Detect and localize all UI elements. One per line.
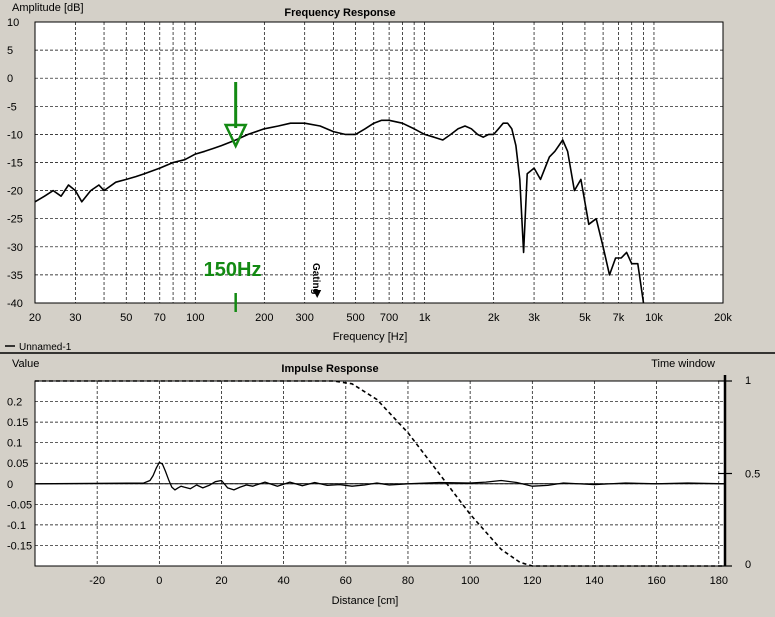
fr-x-tick-label: 20k — [714, 312, 732, 324]
fr-x-tick-label: 70 — [154, 312, 166, 324]
ir-y-tick-label: -0.05 — [7, 499, 32, 511]
frequency-response-chart: 20 30 50 70 100 200 300 500 700 1k 2k 3k 5k 7k 10k 20k … — [5, 2, 732, 353]
ir-y-tick-label: 0 — [7, 479, 13, 491]
gating-marker-icon — [313, 290, 322, 298]
ir-y2-tick-label: 1 — [745, 375, 751, 387]
fr-y-tick-label: -25 — [7, 214, 23, 226]
ir-y-tick-label: 0.2 — [7, 397, 22, 409]
ir-x-tick-label: 120 — [523, 575, 541, 587]
ir-x-tick-label: -20 — [89, 575, 105, 587]
fr-y-tick-label: -35 — [7, 270, 23, 282]
ir-plot-area — [35, 381, 725, 566]
fr-x-tick-label: 1k — [419, 312, 431, 324]
fr-y-axis-label: Amplitude [dB] — [12, 2, 84, 14]
legend-label: Unnamed-1 — [19, 342, 72, 353]
fr-x-axis-label: Frequency [Hz] — [333, 331, 408, 343]
ir-y-tick-label: 0.15 — [7, 417, 28, 429]
fr-x-tick-label: 30 — [69, 312, 81, 324]
fr-x-tick-label: 2k — [488, 312, 500, 324]
ir-x-tick-label: 80 — [402, 575, 414, 587]
fr-x-tick-label: 500 — [346, 312, 364, 324]
ir-x-axis-label: Distance [cm] — [332, 595, 399, 607]
fr-y-tick-label: -30 — [7, 242, 23, 254]
fr-x-tick-label: 20 — [29, 312, 41, 324]
fr-plot-area — [35, 22, 723, 303]
ir-y2-tick-label: 0 — [745, 559, 751, 571]
ir-y2-axis-label: Time window — [651, 358, 715, 370]
ir-y-tick-label: -0.1 — [7, 520, 26, 532]
ir-y-tick-label: 0.1 — [7, 438, 22, 450]
fr-y-tick-label: -40 — [7, 298, 23, 310]
fr-x-tick-label: 7k — [613, 312, 625, 324]
ir-x-tick-label: 160 — [647, 575, 665, 587]
fr-x-tick-label: 200 — [255, 312, 273, 324]
ir-title: Impulse Response — [281, 363, 378, 375]
ir-x-tick-label: 140 — [585, 575, 603, 587]
fr-y-tick-label: -15 — [7, 158, 23, 170]
ir-impulse-line — [34, 461, 726, 491]
fr-series-line — [34, 119, 645, 304]
fr-x-tick-label: 700 — [380, 312, 398, 324]
fr-annotation-150hz: 150Hz — [204, 259, 262, 281]
ir-y-tick-labels: 0.2 0.15 0.1 0.05 0 -0.05 -0.1 -0.15 — [7, 397, 32, 553]
ir-y-tick-label: 0.05 — [7, 458, 28, 470]
fr-x-tick-label: 300 — [296, 312, 314, 324]
ir-gridlines — [35, 381, 725, 566]
ir-x-tick-labels: -20 0 20 40 60 80 100 120 140 160 180 — [89, 575, 728, 587]
ir-y-axis-label: Value — [12, 358, 39, 370]
fr-y-tick-label: 5 — [7, 45, 13, 57]
ir-x-tick-label: 20 — [215, 575, 227, 587]
fr-y-tick-labels: 10 5 0 -5 -10 -15 -20 -25 -30 -35 -40 — [7, 17, 23, 310]
ir-x-tick-label: 60 — [340, 575, 352, 587]
fr-title: Frequency Response — [284, 7, 395, 19]
fr-plot-border — [34, 21, 724, 304]
fr-x-tick-label: 3k — [528, 312, 540, 324]
ir-y2-tick-label: 0.5 — [745, 469, 760, 481]
fr-x-tick-labels: 20 30 50 70 100 200 300 500 700 1k 2k 3k 5k 7k 10k 20k — [29, 312, 732, 324]
ir-x-tick-label: 0 — [156, 575, 162, 587]
fr-x-tick-label: 50 — [120, 312, 132, 324]
ir-time-window-line — [35, 380, 725, 567]
impulse-response-chart: -20 0 20 40 60 80 100 120 140 160 180 0.20.150.10.… — [7, 358, 760, 607]
fr-y-tick-label: -10 — [7, 129, 23, 141]
fr-annotation-gating: Gating — [310, 263, 321, 295]
fr-y-tick-label: -5 — [7, 101, 17, 113]
ir-x-tick-label: 40 — [278, 575, 290, 587]
ir-y-tick-label: -0.15 — [7, 540, 32, 552]
fr-x-tick-label: 10k — [645, 312, 663, 324]
fr-x-tick-label: 5k — [579, 312, 591, 324]
fr-y-tick-label: -20 — [7, 186, 23, 198]
ir-x-tick-label: 100 — [461, 575, 479, 587]
fr-y-tick-label: 10 — [7, 17, 19, 29]
ir-x-tick-label: 180 — [710, 575, 728, 587]
fr-y-tick-label: 0 — [7, 73, 13, 85]
arrow-head — [223, 123, 248, 149]
green-down-arrow-icon — [223, 82, 248, 149]
fr-x-tick-label: 100 — [186, 312, 204, 324]
